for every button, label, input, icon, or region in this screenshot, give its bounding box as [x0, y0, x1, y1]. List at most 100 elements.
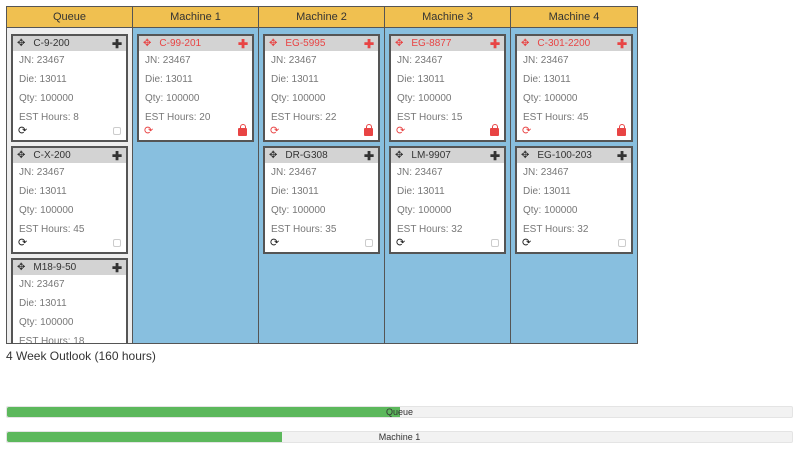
job-number: JN: 23467: [271, 55, 317, 66]
outlook-title: 4 Week Outlook (160 hours): [6, 349, 156, 363]
job-card[interactable]: ✥ M18-9-50 ✚ JN: 23467 Die: 13011 Qty: 1…: [11, 258, 128, 343]
job-number: JN: 23467: [397, 55, 443, 66]
move-icon[interactable]: ✥: [269, 38, 278, 49]
plus-icon[interactable]: ✚: [489, 148, 500, 163]
progress-fill: [7, 432, 282, 442]
est-hours: EST Hours: 22: [271, 112, 337, 123]
job-card[interactable]: ✥ C-9-200 ✚ JN: 23467 Die: 13011 Qty: 10…: [11, 34, 128, 142]
est-hours: EST Hours: 45: [523, 112, 589, 123]
die: Die: 13011: [145, 74, 193, 85]
lock-icon[interactable]: [364, 124, 373, 136]
lock-icon[interactable]: [238, 124, 247, 136]
die: Die: 13011: [271, 74, 319, 85]
progress-bar-machine-1: Machine 1: [6, 431, 793, 443]
card-header[interactable]: ✥ LM-9907 ✚: [391, 148, 504, 163]
job-name: M18-9-50: [33, 262, 77, 273]
job-number: JN: 23467: [523, 55, 569, 66]
plus-icon[interactable]: ✚: [616, 148, 627, 163]
move-icon[interactable]: ✥: [395, 150, 404, 161]
column-queue: Queue ✥ C-9-200 ✚ JN: 23467 Die: 13011 Q…: [7, 7, 133, 343]
job-number: JN: 23467: [19, 167, 65, 178]
quantity: Qty: 100000: [271, 205, 326, 216]
column-machine-2: Machine 2 ✥ EG-5995 ✚ JN: 23467 Die: 130…: [259, 7, 385, 343]
move-icon[interactable]: ✥: [17, 262, 26, 273]
job-name: C-99-201: [159, 38, 202, 49]
plus-icon[interactable]: ✚: [111, 260, 122, 275]
job-card[interactable]: ✥ EG-100-203 ✚ JN: 23467 Die: 13011 Qty:…: [515, 146, 633, 254]
est-hours: EST Hours: 35: [271, 224, 337, 235]
job-card[interactable]: ✥ C-301-2200 ✚ JN: 23467 Die: 13011 Qty:…: [515, 34, 633, 142]
refresh-icon[interactable]: ⟳: [18, 237, 28, 249]
card-list[interactable]: ✥ EG-8877 ✚ JN: 23467 Die: 13011 Qty: 10…: [385, 28, 510, 258]
refresh-icon[interactable]: ⟳: [396, 125, 406, 137]
column-machine-3: Machine 3 ✥ EG-8877 ✚ JN: 23467 Die: 130…: [385, 7, 511, 343]
card-header[interactable]: ✥ M18-9-50 ✚: [13, 260, 126, 275]
card-list[interactable]: ✥ C-99-201 ✚ JN: 23467 Die: 13011 Qty: 1…: [133, 28, 258, 146]
column-machine-4: Machine 4 ✥ C-301-2200 ✚ JN: 23467 Die: …: [511, 7, 637, 343]
column-machine-1: Machine 1 ✥ C-99-201 ✚ JN: 23467 Die: 13…: [133, 7, 259, 343]
est-hours: EST Hours: 32: [523, 224, 589, 235]
card-header[interactable]: ✥ EG-100-203 ✚: [517, 148, 631, 163]
move-icon[interactable]: ✥: [17, 38, 26, 49]
refresh-icon[interactable]: ⟳: [270, 237, 280, 249]
plus-icon[interactable]: ✚: [489, 36, 500, 51]
plus-icon[interactable]: ✚: [363, 36, 374, 51]
column-header: Queue: [7, 7, 132, 28]
select-checkbox[interactable]: [618, 238, 626, 247]
quantity: Qty: 100000: [271, 93, 326, 104]
job-card[interactable]: ✥ EG-8877 ✚ JN: 23467 Die: 13011 Qty: 10…: [389, 34, 506, 142]
job-card[interactable]: ✥ C-X-200 ✚ JN: 23467 Die: 13011 Qty: 10…: [11, 146, 128, 254]
job-card[interactable]: ✥ DR-G308 ✚ JN: 23467 Die: 13011 Qty: 10…: [263, 146, 380, 254]
card-header[interactable]: ✥ EG-8877 ✚: [391, 36, 504, 51]
job-name: EG-8877: [411, 38, 452, 49]
lock-icon[interactable]: [617, 124, 626, 136]
die: Die: 13011: [19, 298, 67, 309]
card-list[interactable]: ✥ C-301-2200 ✚ JN: 23467 Die: 13011 Qty:…: [511, 28, 637, 258]
est-hours: EST Hours: 45: [19, 224, 85, 235]
card-header[interactable]: ✥ C-301-2200 ✚: [517, 36, 631, 51]
move-icon[interactable]: ✥: [395, 38, 404, 49]
move-icon[interactable]: ✥: [521, 150, 530, 161]
plus-icon[interactable]: ✚: [363, 148, 374, 163]
est-hours: EST Hours: 20: [145, 112, 211, 123]
select-checkbox[interactable]: [113, 126, 121, 135]
quantity: Qty: 100000: [397, 205, 452, 216]
column-header: Machine 4: [511, 7, 637, 28]
move-icon[interactable]: ✥: [17, 150, 26, 161]
select-checkbox[interactable]: [365, 238, 373, 247]
quantity: Qty: 100000: [19, 317, 74, 328]
plus-icon[interactable]: ✚: [616, 36, 627, 51]
card-list[interactable]: ✥ EG-5995 ✚ JN: 23467 Die: 13011 Qty: 10…: [259, 28, 384, 258]
plus-icon[interactable]: ✚: [111, 148, 122, 163]
lock-icon[interactable]: [490, 124, 499, 136]
card-header[interactable]: ✥ DR-G308 ✚: [265, 148, 378, 163]
select-checkbox[interactable]: [113, 238, 121, 247]
quantity: Qty: 100000: [523, 93, 578, 104]
job-card[interactable]: ✥ C-99-201 ✚ JN: 23467 Die: 13011 Qty: 1…: [137, 34, 254, 142]
refresh-icon[interactable]: ⟳: [396, 237, 406, 249]
card-header[interactable]: ✥ C-9-200 ✚: [13, 36, 126, 51]
refresh-icon[interactable]: ⟳: [18, 125, 28, 137]
refresh-icon[interactable]: ⟳: [522, 125, 532, 137]
card-list[interactable]: ✥ C-9-200 ✚ JN: 23467 Die: 13011 Qty: 10…: [7, 28, 132, 343]
card-header[interactable]: ✥ C-X-200 ✚: [13, 148, 126, 163]
die: Die: 13011: [271, 186, 319, 197]
die: Die: 13011: [19, 186, 67, 197]
card-header[interactable]: ✥ EG-5995 ✚: [265, 36, 378, 51]
card-header[interactable]: ✥ C-99-201 ✚: [139, 36, 252, 51]
plus-icon[interactable]: ✚: [237, 36, 248, 51]
job-name: C-301-2200: [537, 38, 591, 49]
job-card[interactable]: ✥ LM-9907 ✚ JN: 23467 Die: 13011 Qty: 10…: [389, 146, 506, 254]
select-checkbox[interactable]: [491, 238, 499, 247]
move-icon[interactable]: ✥: [143, 38, 152, 49]
move-icon[interactable]: ✥: [269, 150, 278, 161]
refresh-icon[interactable]: ⟳: [270, 125, 280, 137]
job-card[interactable]: ✥ EG-5995 ✚ JN: 23467 Die: 13011 Qty: 10…: [263, 34, 380, 142]
move-icon[interactable]: ✥: [521, 38, 530, 49]
quantity: Qty: 100000: [523, 205, 578, 216]
kanban-board: Queue ✥ C-9-200 ✚ JN: 23467 Die: 13011 Q…: [6, 6, 638, 344]
job-name: C-9-200: [33, 38, 70, 49]
refresh-icon[interactable]: ⟳: [522, 237, 532, 249]
refresh-icon[interactable]: ⟳: [144, 125, 154, 137]
plus-icon[interactable]: ✚: [111, 36, 122, 51]
